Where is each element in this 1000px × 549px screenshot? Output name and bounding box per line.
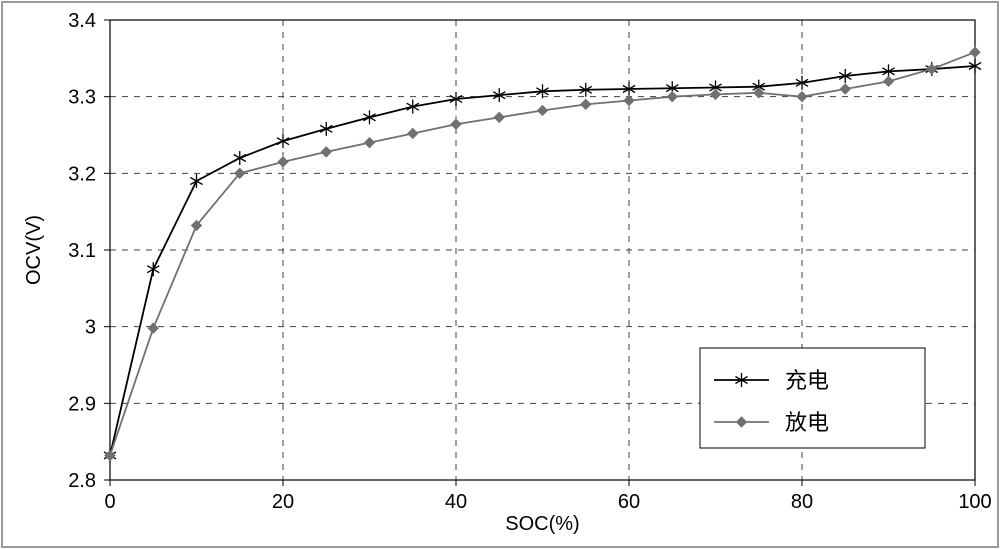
y-tick-label: 3.3 (68, 87, 96, 109)
x-tick-label: 0 (104, 491, 115, 513)
y-tick-label: 3.2 (68, 163, 96, 185)
y-tick-label: 3 (85, 317, 96, 339)
y-tick-label: 2.8 (68, 470, 96, 492)
x-tick-label: 80 (791, 491, 813, 513)
legend-label-charge: 充电 (785, 368, 829, 393)
x-tick-label: 20 (272, 491, 294, 513)
y-tick-label: 3.4 (68, 10, 96, 32)
chart-container: { "chart": { "type": "line", "width": 10… (0, 0, 1000, 549)
y-tick-label: 2.9 (68, 393, 96, 415)
chart-svg: 0 20 40 60 80 100 2.8 2.9 3 3.1 3.2 3.3 3.4 SOC(%) OCV… (0, 0, 1000, 549)
legend: 充电放电 (700, 348, 925, 448)
y-axis-label: OCV(V) (23, 215, 45, 285)
x-tick-label: 100 (958, 491, 991, 513)
legend-label-discharge: 放电 (785, 410, 829, 435)
y-tick-label: 3.1 (68, 240, 96, 262)
x-tick-label: 60 (618, 491, 640, 513)
x-axis-label: SOC(%) (505, 513, 579, 535)
x-tick-label: 40 (445, 491, 467, 513)
